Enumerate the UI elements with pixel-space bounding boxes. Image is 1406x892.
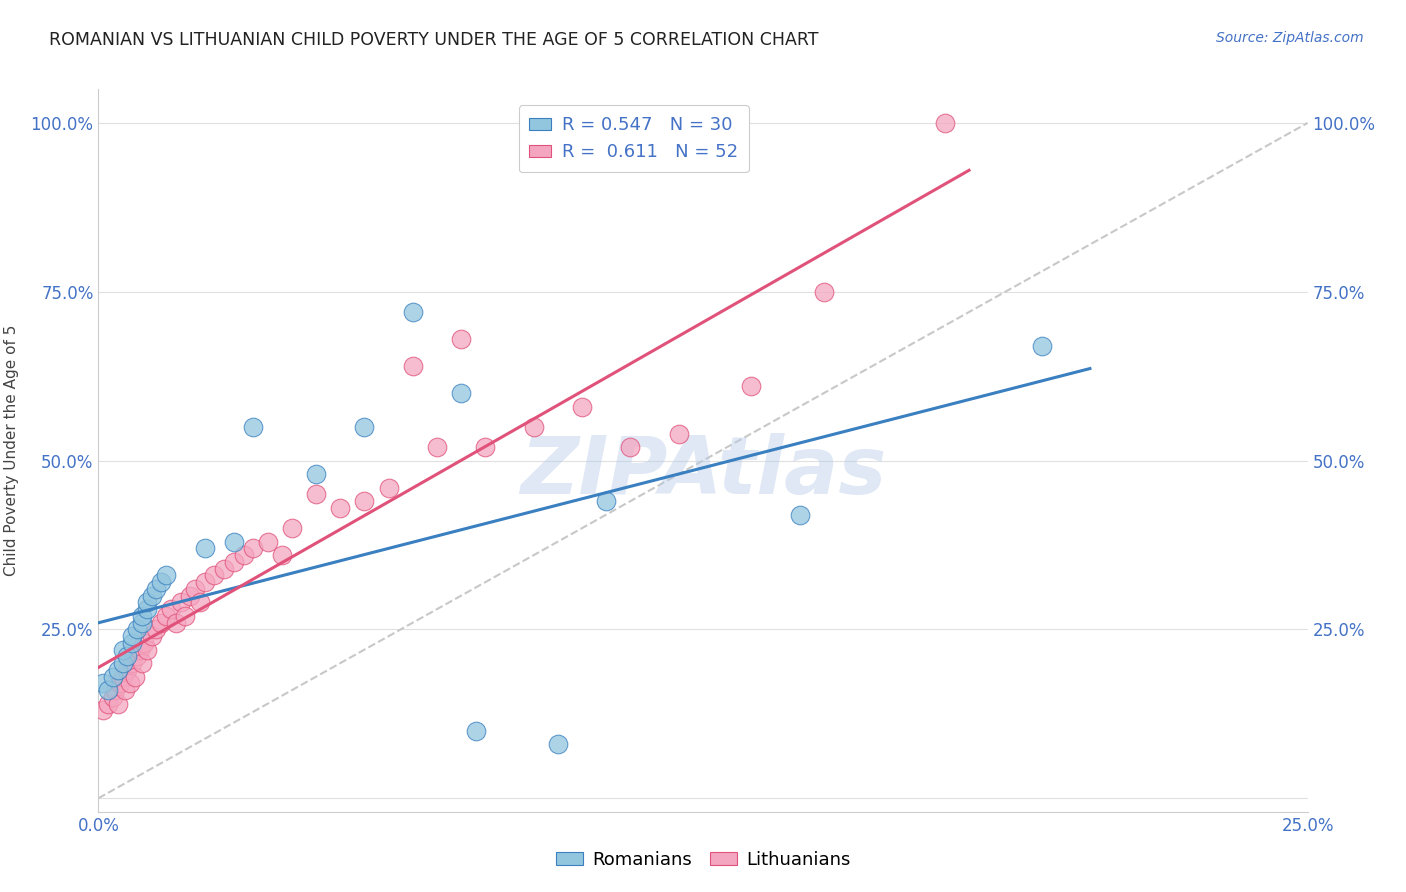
Point [131, 615, 153, 630]
Point [571, 400, 593, 414]
Point [377, 481, 399, 495]
Point [145, 623, 167, 637]
Point [464, 723, 486, 738]
Point [150, 615, 173, 630]
Point [118, 676, 141, 690]
Text: ROMANIAN VS LITHUANIAN CHILD POVERTY UNDER THE AGE OF 5 CORRELATION CHART: ROMANIAN VS LITHUANIAN CHILD POVERTY UND… [49, 31, 818, 49]
Point [353, 494, 375, 508]
Text: Source: ZipAtlas.com: Source: ZipAtlas.com [1216, 31, 1364, 45]
Point [160, 602, 183, 616]
Point [256, 534, 278, 549]
Point [101, 690, 124, 704]
Point [97, 697, 120, 711]
Point [124, 670, 146, 684]
Point [134, 636, 156, 650]
Point [135, 642, 157, 657]
Point [402, 359, 425, 373]
Point [619, 440, 641, 454]
Point [128, 642, 150, 657]
Point [91, 676, 114, 690]
Point [547, 737, 569, 751]
Point [450, 386, 472, 401]
Text: ZIPAtlas: ZIPAtlas [520, 434, 886, 511]
Point [121, 656, 143, 670]
Point [212, 561, 235, 575]
Point [97, 683, 120, 698]
Point [204, 568, 226, 582]
Point [813, 285, 835, 299]
Point [174, 608, 197, 623]
Point [127, 623, 149, 637]
Point [101, 670, 124, 684]
Point [188, 595, 211, 609]
Point [271, 548, 294, 562]
Point [104, 683, 127, 698]
Point [155, 568, 177, 582]
Point [117, 663, 139, 677]
Legend: Romanians, Lithuanians: Romanians, Lithuanians [548, 844, 858, 876]
Point [179, 589, 201, 603]
Point [117, 649, 139, 664]
Point [114, 683, 136, 698]
Point [242, 420, 264, 434]
Point [107, 697, 129, 711]
Point [135, 595, 157, 609]
Point [232, 548, 254, 562]
Point [165, 615, 187, 630]
Point [155, 608, 177, 623]
Point [121, 636, 143, 650]
Point [145, 582, 167, 596]
Point [789, 508, 811, 522]
Point [450, 332, 472, 346]
Point [150, 575, 173, 590]
Point [740, 379, 762, 393]
Point [169, 595, 191, 609]
Point [281, 521, 304, 535]
Point [222, 555, 245, 569]
Point [111, 656, 134, 670]
Point [127, 649, 149, 664]
Point [523, 420, 546, 434]
Point [141, 589, 163, 603]
Point [194, 575, 217, 590]
Point [668, 426, 690, 441]
Point [242, 541, 264, 556]
Y-axis label: Child Poverty Under the Age of 5: Child Poverty Under the Age of 5 [4, 325, 20, 576]
Point [305, 467, 328, 481]
Point [141, 629, 163, 643]
Point [1031, 339, 1053, 353]
Legend: R = 0.547   N = 30, R =  0.611   N = 52: R = 0.547 N = 30, R = 0.611 N = 52 [519, 105, 749, 172]
Point [131, 608, 153, 623]
Point [402, 305, 425, 319]
Point [595, 494, 617, 508]
Point [131, 656, 153, 670]
Point [329, 500, 352, 515]
Point [121, 629, 143, 643]
Point [108, 676, 131, 690]
Point [934, 116, 956, 130]
Point [194, 541, 217, 556]
Point [135, 602, 157, 616]
Point [91, 703, 114, 717]
Point [107, 663, 129, 677]
Point [111, 642, 134, 657]
Point [222, 534, 245, 549]
Point [474, 440, 496, 454]
Point [111, 670, 134, 684]
Point [426, 440, 449, 454]
Point [353, 420, 375, 434]
Point [184, 582, 207, 596]
Point [305, 487, 328, 501]
